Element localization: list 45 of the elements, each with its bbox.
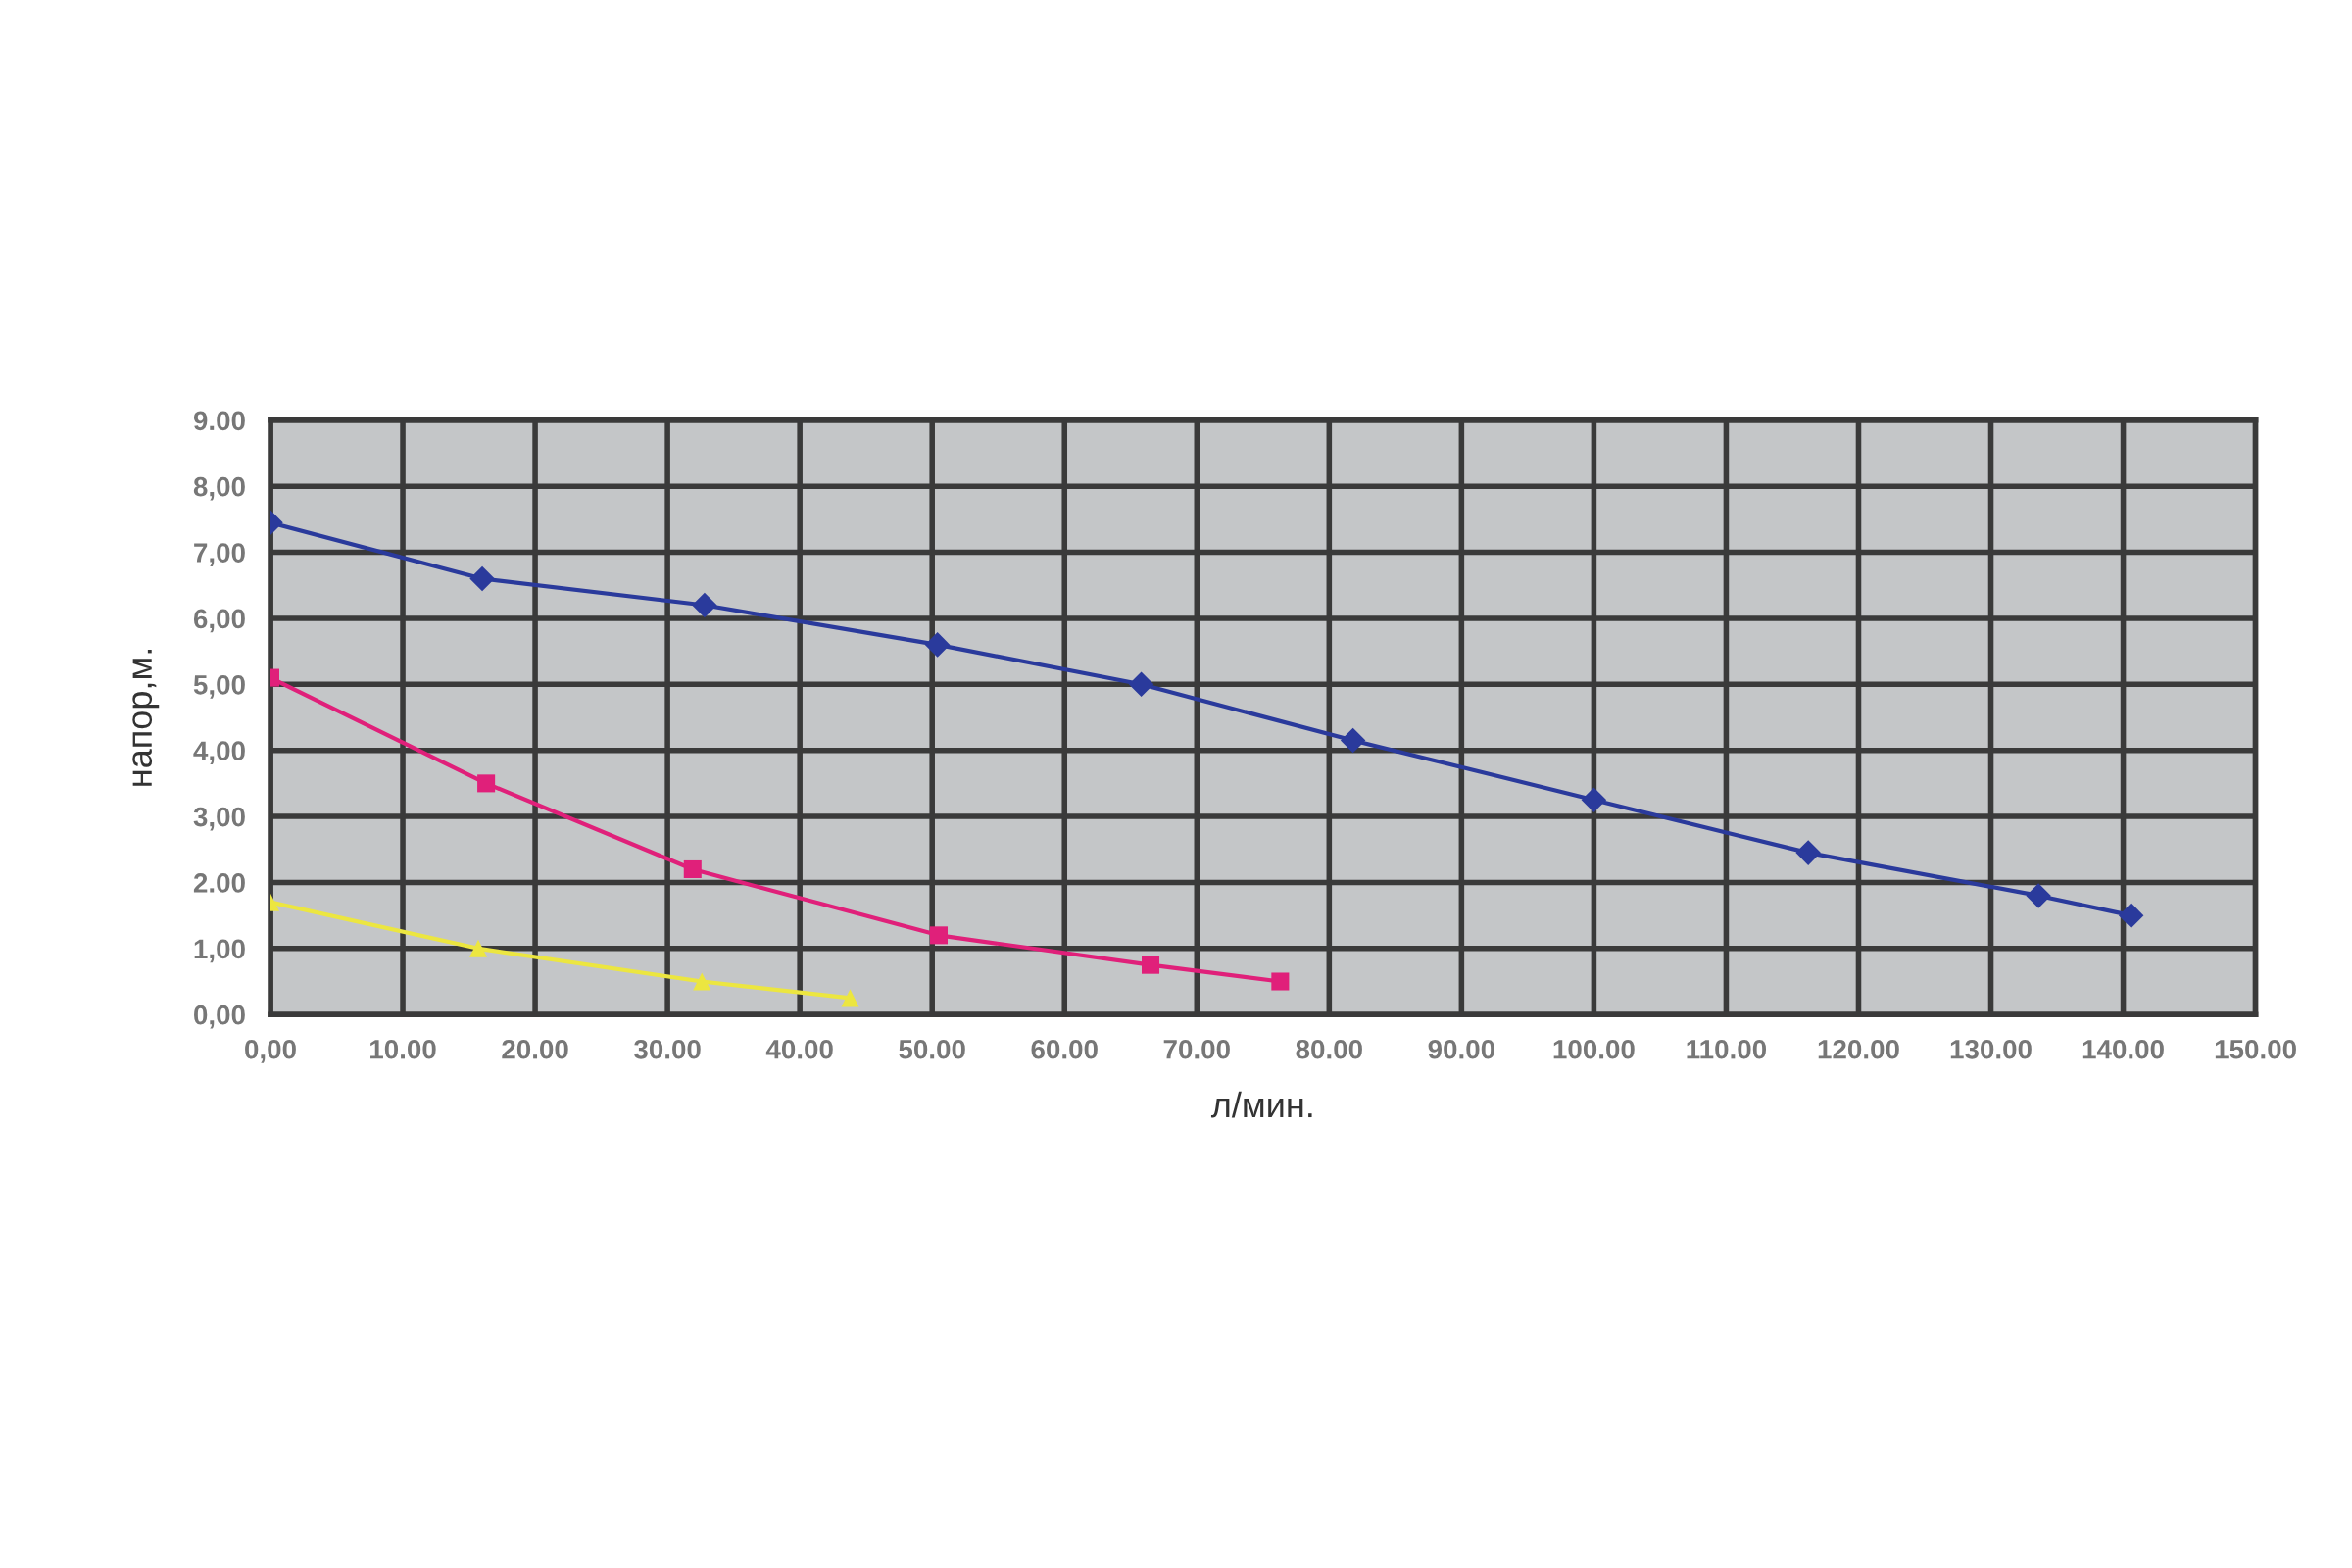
x-tick-label: 150.00 [2215,1039,2296,1059]
x-tick-label: 20.00 [502,1039,568,1059]
point [477,774,496,793]
x-tick-label: 30.00 [634,1039,701,1059]
y-tick-label: 2.00 [193,873,245,893]
y-tick-label: 0,00 [194,1004,245,1029]
x-tick-label: 70.00 [1163,1039,1230,1059]
x-tick-label: 90.00 [1428,1039,1494,1059]
x-axis-title: л/мин. [1210,1091,1312,1118]
point [683,859,702,878]
point [692,592,717,618]
y-tick-label: 5,00 [193,674,245,699]
y-tick-label: 1,00 [194,939,245,963]
y-tick-label: 3,00 [193,807,245,831]
point [1581,787,1607,812]
x-tick-label: 0,00 [245,1039,296,1063]
y-axis-title: напор,м. [132,649,160,786]
x-tick-label: 80.00 [1296,1039,1362,1059]
point [693,972,711,991]
x-tick-label: 140.00 [2082,1039,2164,1059]
x-tick-label: 110.00 [1687,1039,1767,1059]
x-tick-label: 50.00 [899,1039,965,1059]
point [1340,727,1366,754]
point [929,926,948,945]
y-tick-label: 4,00 [193,741,245,765]
point [1141,956,1160,974]
point [469,565,495,592]
x-tick-label: 10.00 [370,1039,436,1059]
x-tick-label: 100.00 [1553,1039,1635,1059]
point [2118,903,2144,928]
point [924,632,951,658]
point [468,939,488,957]
point [1795,840,1821,865]
x-tick-label: 60.00 [1031,1039,1098,1059]
point [1271,972,1290,991]
x-tick-label: 130.00 [1950,1039,2032,1059]
y-tick-label: 8,00 [193,476,245,501]
x-tick-label: 40.00 [765,1039,833,1059]
y-tick-label: 9.00 [193,411,245,431]
point [841,989,859,1007]
point [2026,883,2051,908]
point [1128,671,1154,698]
y-tick-label: 6,00 [193,609,245,633]
y-tick-label: 7,00 [194,543,245,566]
x-tick-label: 120.00 [1818,1039,1899,1059]
